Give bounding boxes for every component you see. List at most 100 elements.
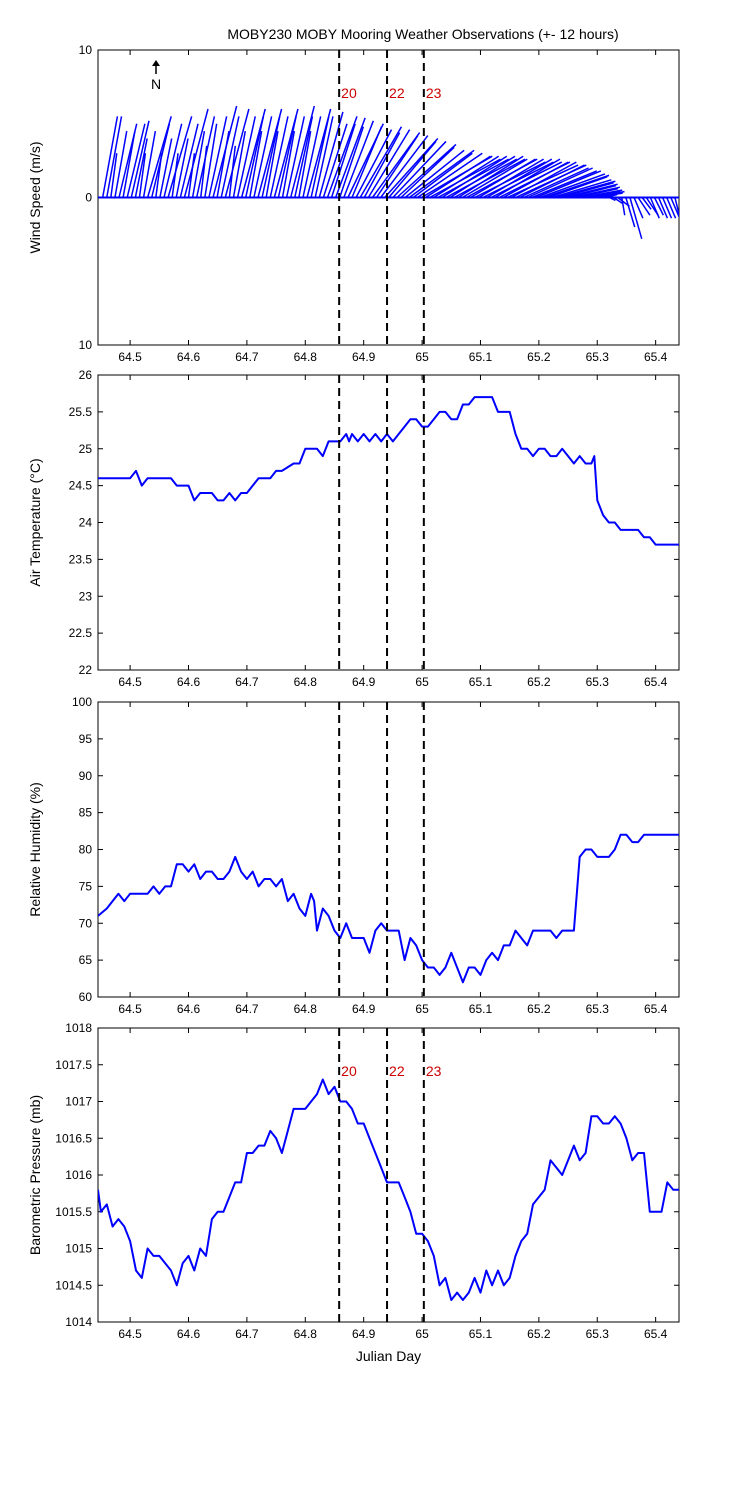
wind-vector	[159, 138, 173, 198]
wind-vector	[625, 197, 636, 228]
y-tick-label: 25	[79, 442, 93, 456]
chart-panel-2: 64.5 64.6 64.7 64.8 64.9 65 65.1 65.2 65.3 65.4 22…	[27, 368, 680, 689]
wind-vector	[244, 116, 265, 198]
x-tick-label: 64.5	[118, 350, 142, 364]
wind-vector	[314, 116, 334, 198]
x-tick-label: 65.1	[469, 1327, 493, 1341]
y-tick-label: 1016	[65, 1168, 92, 1182]
x-tick-label: 65.3	[586, 350, 610, 364]
wind-vector	[294, 116, 314, 198]
wind-vector	[547, 176, 608, 199]
wind-vector	[171, 153, 179, 198]
wind-vector	[507, 164, 579, 199]
wind-vector	[142, 130, 157, 198]
x-tick-label: 65.2	[527, 1327, 551, 1341]
wind-vector	[261, 116, 281, 198]
x-axis-label: Julian Day	[356, 1348, 421, 1364]
wind-vector	[367, 129, 411, 198]
y-tick-label: 0	[85, 191, 92, 205]
wind-vector	[556, 180, 616, 199]
series-line	[98, 833, 679, 984]
x-tick-label: 64.8	[294, 350, 318, 364]
wind-vector	[167, 116, 193, 198]
y-tick-label: 1014	[65, 1315, 92, 1329]
wind-vector	[425, 155, 491, 199]
x-tick-label: 65.3	[586, 675, 610, 689]
y-axis-label: Wind Speed (m/s)	[27, 141, 43, 253]
x-tick-label: 65	[415, 675, 429, 689]
series-line	[98, 1078, 679, 1301]
y-tick-label: 24.5	[69, 479, 93, 493]
x-tick-label: 65.4	[644, 1327, 668, 1341]
wind-vector	[564, 183, 618, 199]
wind-vector	[126, 123, 146, 198]
y-tick-label: 70	[79, 916, 93, 930]
event-marker-label: 20	[341, 85, 357, 101]
wind-vector	[666, 197, 677, 219]
wind-vector	[359, 126, 403, 198]
wind-vector	[138, 153, 147, 198]
wind-vector	[375, 135, 419, 198]
x-tick-label: 65.4	[644, 675, 668, 689]
wind-vector	[433, 155, 500, 199]
plot-area	[98, 833, 679, 984]
wind-vector	[629, 197, 643, 240]
wind-vector	[412, 152, 473, 199]
x-tick-label: 64.7	[235, 1327, 259, 1341]
wind-vector	[302, 116, 322, 198]
y-tick-label: 1018	[65, 1021, 92, 1035]
wind-vector	[396, 143, 457, 199]
chart-panel-3: 64.5 64.6 64.7 64.8 64.9 65 65.1 65.2 65.3 65.4 60…	[27, 695, 680, 1016]
wind-vector	[535, 170, 602, 199]
wind-vector	[322, 123, 348, 198]
wind-vector	[613, 196, 623, 205]
wind-vector	[400, 146, 455, 199]
x-tick-label: 64.9	[352, 1327, 376, 1341]
wind-vector	[330, 123, 356, 198]
figure-title: MOBY230 MOBY Mooring Weather Observation…	[227, 26, 618, 42]
x-tick-label: 65.2	[527, 675, 551, 689]
plot-area	[98, 396, 679, 546]
x-tick-label: 64.5	[118, 675, 142, 689]
x-tick-label: 65.2	[527, 350, 551, 364]
x-tick-label: 64.5	[118, 1327, 142, 1341]
wind-vector	[568, 184, 617, 199]
wind-vector	[494, 158, 561, 199]
wind-vector	[208, 116, 228, 198]
y-tick-label: 1015	[65, 1242, 92, 1256]
wind-vector	[130, 120, 150, 198]
event-marker-label: 22	[389, 85, 405, 101]
y-tick-label: 1016.5	[55, 1131, 92, 1145]
y-axis-label: Relative Humidity (%)	[27, 782, 43, 917]
wind-vector	[461, 158, 528, 199]
y-tick-label: 65	[79, 953, 93, 967]
wind-vector	[523, 167, 589, 199]
x-tick-label: 65	[415, 1327, 429, 1341]
wind-vector	[228, 145, 237, 198]
wind-vector	[384, 137, 439, 199]
x-tick-label: 65.3	[586, 1327, 610, 1341]
wind-vector	[134, 138, 148, 198]
wind-vector	[601, 192, 620, 199]
y-tick-label: 1017	[65, 1095, 92, 1109]
north-label: N	[151, 76, 161, 92]
wind-vector	[511, 161, 577, 199]
chart-panel-4: 64.5 64.6 64.7 64.8 64.9 65 65.1 65.2 65.3 65.4 10…	[27, 1021, 680, 1364]
y-tick-label: 1017.5	[55, 1058, 92, 1072]
wind-vector	[457, 155, 524, 199]
y-tick-label: 1015.5	[55, 1205, 92, 1219]
wind-vector	[155, 153, 163, 198]
wind-vector	[110, 153, 118, 198]
wind-vector	[527, 167, 593, 199]
wind-vector	[404, 149, 465, 199]
wind-vector	[343, 120, 375, 198]
wind-vector	[502, 161, 569, 199]
wind-vector	[175, 138, 189, 198]
wind-vector	[543, 174, 610, 199]
wind-vector	[661, 197, 673, 219]
y-tick-label: 100	[72, 695, 92, 709]
y-tick-label: 25.5	[69, 405, 93, 419]
y-tick-label: 95	[79, 732, 93, 746]
wind-vector	[670, 197, 679, 219]
